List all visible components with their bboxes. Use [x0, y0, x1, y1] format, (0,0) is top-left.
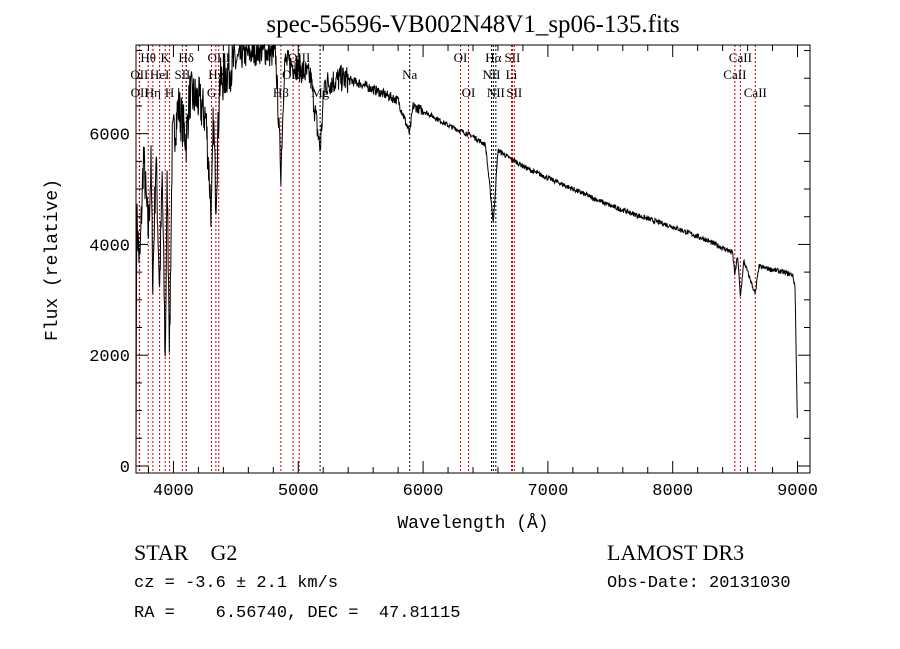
x-axis-label: Wavelength (Å)	[397, 513, 548, 534]
plot-frame	[135, 44, 811, 474]
object-class: STAR G2	[134, 540, 238, 565]
line-marker-label: H	[165, 85, 174, 100]
y-tick-label: 0	[120, 459, 130, 478]
y-tick-label: 6000	[89, 127, 130, 146]
survey-name: LAMOST DR3	[607, 540, 745, 565]
line-marker-label: SII	[506, 85, 522, 100]
line-marker-label: CaII	[723, 67, 746, 82]
axes: 4000 5000 6000 7000 8000 9000 0 2000 4000 6000	[89, 45, 818, 501]
y-axis-label: Flux (relative)	[43, 179, 63, 341]
line-marker-label: SII	[504, 50, 520, 65]
obs-date: Obs-Date: 20131030	[607, 574, 791, 593]
y-tick-label: 2000	[89, 348, 130, 367]
line-marker-label: NII	[487, 85, 505, 100]
line-marker-label: K	[161, 50, 171, 65]
x-tick-label: 6000	[403, 482, 444, 501]
line-marker-label: Hδ	[178, 50, 194, 65]
line-marker-label: Hη	[145, 85, 161, 100]
line-marker-label: SII	[174, 67, 190, 82]
line-marker-label: Hα	[485, 50, 501, 65]
x-tick-label: 8000	[652, 482, 693, 501]
redshift-cz: cz = -3.6 ± 2.1 km/s	[134, 574, 339, 593]
line-marker-label: OI	[462, 85, 476, 100]
line-marker-label: G	[207, 85, 216, 100]
line-marker-label: NII	[482, 67, 500, 82]
line-marker-label: Na	[402, 67, 417, 82]
line-marker-label: HeI	[150, 67, 170, 82]
line-marker-label: Mg	[311, 85, 330, 100]
line-marker-label: CaII	[744, 85, 767, 100]
spectrum-line	[135, 43, 798, 467]
line-marker-label: OI	[454, 50, 468, 65]
line-marker-label: Hβ	[273, 85, 289, 100]
line-marker-label: OIII	[208, 50, 230, 65]
y-tick-label: 4000	[89, 237, 130, 256]
x-tick-label: 7000	[527, 482, 568, 501]
ra-dec: RA = 6.56740, DEC = 47.81115	[134, 604, 461, 623]
line-marker-label: CaII	[729, 50, 752, 65]
x-tick-label: 9000	[777, 482, 818, 501]
line-marker-label: Hθ	[140, 50, 156, 65]
spectrum-series	[135, 43, 798, 467]
line-marker-label: OII	[131, 85, 149, 100]
x-tick-label: 4000	[153, 482, 194, 501]
line-marker-label: Li	[506, 67, 518, 82]
line-marker-label: Hγ	[208, 67, 223, 82]
chart-title: spec-56596-VB002N48V1_sp06-135.fits	[266, 11, 679, 38]
x-tick-label: 5000	[278, 482, 319, 501]
